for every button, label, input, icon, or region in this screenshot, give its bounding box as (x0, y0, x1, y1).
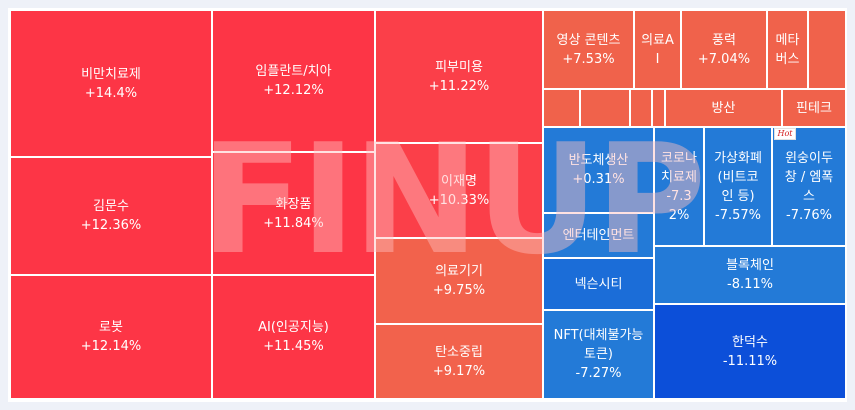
tile-change: +0.31% (572, 172, 625, 187)
tile-change: -7.27% (575, 366, 622, 381)
tile-name: 피부미용 (435, 59, 483, 75)
tile-carbon[interactable]: 탄소중립 +9.17% (375, 324, 543, 399)
tile-name: 영상 콘텐츠 (556, 32, 621, 48)
tile-change: +11.45% (263, 339, 324, 354)
tile-kimsu[interactable]: 김문수 +12.36% (10, 157, 212, 275)
tile-blank-e[interactable] (652, 89, 665, 127)
tile-change: +7.04% (697, 51, 751, 67)
tile-name: 방산 (711, 100, 736, 116)
tile-change: +11.84% (263, 215, 324, 231)
tile-wonsoon[interactable]: 윈숭이두 창 / 엠폭 스 -7.76% (772, 127, 846, 246)
tile-name: 엔터테인먼트 (562, 228, 635, 243)
tile-change: -7.57% (715, 207, 761, 223)
tile-change: +12.14% (80, 339, 142, 354)
tile-blank-a[interactable] (808, 10, 846, 89)
tile-nexon[interactable]: 넥슨시티 (543, 258, 654, 310)
tile-ljm[interactable]: 이재명 +10.33% (375, 143, 543, 238)
tile-medai[interactable]: 의료A I (634, 10, 681, 89)
tile-name: 윈숭이두 창 / 엠폭 스 (784, 150, 834, 204)
tile-semi[interactable]: 반도체생산 +0.31% (543, 127, 654, 213)
tile-cosmetic[interactable]: 화장품 +11.84% (212, 152, 375, 275)
tile-name: 의료기기 (435, 264, 483, 279)
tile-corona[interactable]: 코로나 치료제 -7.3 2% (654, 127, 704, 246)
tile-wind[interactable]: 풍력 +7.04% (681, 10, 767, 89)
tile-change: -7.3 2% (666, 188, 692, 223)
tile-meta[interactable]: 메타 버스 (767, 10, 808, 89)
tile-change: +9.75% (432, 283, 486, 298)
tile-crypto[interactable]: 가상화폐 (비트코 인 등) -7.57% (704, 127, 772, 246)
tile-defense[interactable]: 방산 (665, 89, 782, 127)
tile-change: +10.33% (428, 192, 490, 208)
tile-name: AI(인공지능) (258, 320, 329, 335)
hot-badge: Hot (774, 128, 796, 140)
tile-name: 메타 버스 (775, 32, 800, 67)
tile-name: 코로나 치료제 (661, 150, 697, 185)
tile-ent[interactable]: 엔터테인먼트 (543, 213, 654, 258)
tile-change: -7.76% (786, 207, 832, 223)
tile-name: 반도체생산 (568, 153, 629, 168)
tile-name: 핀테크 (796, 100, 832, 116)
tile-name: 의료A I (641, 32, 674, 67)
tile-change: +11.22% (428, 78, 490, 94)
tile-name: 한덕수 (732, 334, 768, 350)
tile-robot[interactable]: 로봇 +12.14% (10, 275, 212, 399)
tile-name: 비만치료제 (81, 66, 141, 82)
tile-change: -11.11% (722, 353, 778, 369)
tile-blank-b[interactable] (543, 89, 580, 127)
tile-name: 로봇 (99, 320, 123, 335)
tile-name: 임플란트/치아 (255, 64, 332, 79)
tile-blank-c[interactable] (580, 89, 630, 127)
tile-change: -8.11% (727, 277, 773, 292)
tile-biman[interactable]: 비만치료제 +14.4% (10, 10, 212, 157)
tile-change: +14.4% (84, 85, 138, 101)
tile-name: 탄소중립 (435, 344, 483, 360)
tile-name: 풍력 (712, 32, 736, 48)
tile-fintech[interactable]: 핀테크 (782, 89, 846, 127)
tile-name: 화장품 (275, 196, 312, 212)
tile-medical[interactable]: 의료기기 +9.75% (375, 238, 543, 324)
tile-name: 이재명 (441, 173, 477, 189)
tile-name: NFT(대체불가능 토큰) (553, 328, 644, 362)
tile-skin[interactable]: 피부미용 +11.22% (375, 10, 543, 143)
tile-change: +7.53% (562, 51, 615, 67)
tile-nft[interactable]: NFT(대체불가능 토큰) -7.27% (543, 310, 654, 399)
tile-name: 가상화폐 (비트코 인 등) (714, 150, 762, 204)
tile-blockchain[interactable]: 블록체인 -8.11% (654, 246, 846, 304)
tile-name: 넥슨시티 (574, 276, 623, 292)
tile-change: +12.12% (263, 83, 324, 98)
tile-name: 블록체인 (726, 258, 774, 273)
tile-video[interactable]: 영상 콘텐츠 +7.53% (543, 10, 634, 89)
tile-change: +12.36% (80, 218, 142, 233)
tile-name: 김문수 (93, 199, 129, 214)
tile-change: +9.17% (432, 363, 486, 379)
tile-blank-d[interactable] (630, 89, 652, 127)
tile-ai[interactable]: AI(인공지능) +11.45% (212, 275, 375, 399)
tile-handuk[interactable]: 한덕수 -11.11% (654, 304, 846, 399)
tile-implant[interactable]: 임플란트/치아 +12.12% (212, 10, 375, 152)
